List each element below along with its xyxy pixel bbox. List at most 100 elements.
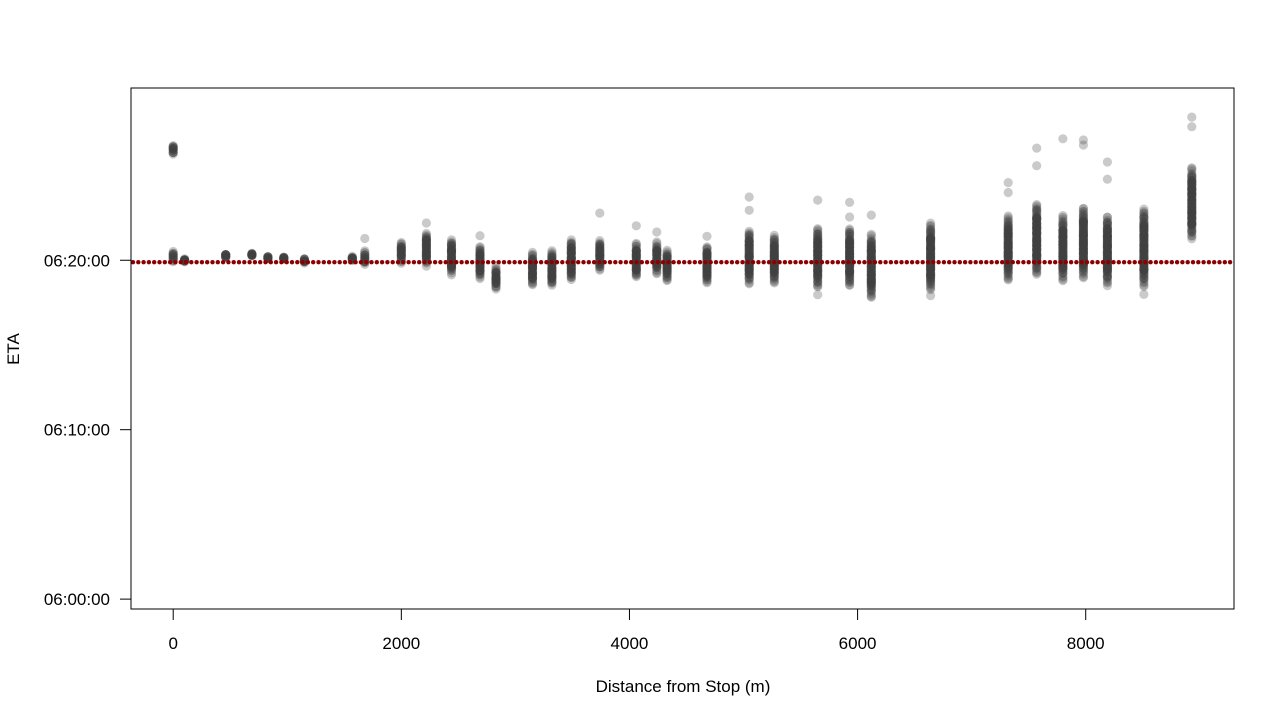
reference-line-dot bbox=[1143, 260, 1148, 265]
x-axis: 0 2000 4000 6000 8000 bbox=[168, 608, 1105, 653]
x-axis-title: Distance from Stop (m) bbox=[596, 677, 771, 696]
data-point bbox=[1032, 205, 1042, 215]
data-point bbox=[1139, 211, 1149, 221]
data-point bbox=[1139, 208, 1149, 219]
data-point bbox=[446, 268, 457, 278]
outlier-point bbox=[595, 208, 605, 218]
reference-line-dot bbox=[1068, 260, 1074, 265]
reference-line-dot bbox=[756, 260, 761, 265]
outlier-point bbox=[1187, 122, 1197, 132]
reference-line-dot bbox=[491, 260, 496, 265]
reference-line-dot bbox=[173, 260, 178, 265]
data-point bbox=[1102, 217, 1112, 228]
reference-line-dot bbox=[470, 260, 475, 265]
data-point bbox=[595, 262, 605, 272]
reference-line-dot bbox=[878, 260, 883, 265]
reference-line-dot bbox=[894, 260, 899, 265]
reference-line-dot bbox=[1026, 260, 1031, 265]
data-point bbox=[866, 291, 876, 302]
reference-line-dot bbox=[1074, 260, 1079, 265]
data-point bbox=[1058, 276, 1068, 286]
data-point bbox=[1078, 267, 1088, 278]
reference-line-dot bbox=[1169, 260, 1175, 265]
reference-line-dot bbox=[931, 260, 936, 265]
data-point bbox=[631, 265, 641, 275]
data-point bbox=[845, 280, 855, 290]
reference-line-dot bbox=[353, 260, 358, 265]
data-point bbox=[1139, 271, 1149, 281]
x-tick-label: 6000 bbox=[839, 634, 877, 653]
data-point bbox=[566, 268, 576, 278]
reference-line-dot bbox=[1201, 260, 1206, 265]
reference-line-dot bbox=[841, 260, 846, 265]
reference-line-dot bbox=[920, 260, 925, 265]
reference-line-dot bbox=[501, 260, 507, 265]
reference-line-dot bbox=[300, 260, 305, 265]
data-point bbox=[247, 251, 257, 261]
data-point bbox=[845, 272, 855, 282]
data-point bbox=[1003, 275, 1013, 285]
data-point bbox=[1032, 267, 1042, 277]
data-point bbox=[1032, 205, 1042, 215]
reference-line-dot bbox=[629, 260, 634, 265]
reference-line-dot bbox=[883, 260, 888, 265]
data-point bbox=[744, 269, 754, 279]
reference-line-dot bbox=[379, 260, 385, 265]
data-point bbox=[866, 281, 876, 291]
reference-line-dot bbox=[872, 260, 878, 265]
reference-line-dot bbox=[1164, 260, 1169, 265]
reference-line-dot bbox=[1227, 260, 1233, 265]
data-point bbox=[595, 264, 605, 274]
reference-line-dot bbox=[316, 260, 321, 265]
reference-line-dot bbox=[607, 260, 613, 265]
reference-line-dot bbox=[295, 260, 300, 265]
data-point bbox=[1003, 216, 1013, 226]
data-point bbox=[769, 273, 779, 283]
x-tick-label: 8000 bbox=[1067, 634, 1105, 653]
data-point bbox=[1058, 264, 1068, 274]
reference-line-dot bbox=[454, 260, 459, 265]
reference-line-dot bbox=[485, 260, 491, 265]
reference-line-dot bbox=[1217, 260, 1222, 265]
data-point bbox=[1187, 219, 1197, 230]
reference-line-dot bbox=[247, 260, 252, 265]
reference-line-dot bbox=[364, 260, 369, 265]
reference-line-dot bbox=[130, 260, 136, 265]
reference-line-dot bbox=[136, 260, 141, 265]
reference-line-dot bbox=[236, 260, 242, 265]
data-point bbox=[1003, 262, 1013, 272]
data-point bbox=[1058, 267, 1068, 277]
data-point bbox=[1139, 269, 1149, 279]
reference-line-dot bbox=[856, 260, 862, 265]
data-point bbox=[1032, 268, 1042, 278]
data-point bbox=[1032, 265, 1042, 275]
reference-line-dot bbox=[660, 260, 666, 265]
reference-line-dot bbox=[644, 260, 650, 265]
reference-line-dot bbox=[724, 260, 729, 265]
data-point bbox=[744, 229, 754, 239]
data-point bbox=[1139, 273, 1149, 283]
data-point bbox=[845, 225, 855, 235]
reference-line-dot bbox=[819, 260, 825, 265]
data-point bbox=[1102, 273, 1112, 283]
reference-line-dot bbox=[507, 260, 512, 265]
data-point bbox=[1058, 212, 1068, 222]
reference-line-dot bbox=[618, 260, 623, 265]
data-point bbox=[491, 284, 501, 294]
data-point bbox=[845, 275, 855, 285]
data-point bbox=[1139, 213, 1149, 223]
data-point bbox=[926, 218, 936, 228]
reference-line-dot bbox=[623, 260, 629, 265]
data-point bbox=[1187, 231, 1197, 241]
data-points bbox=[168, 112, 1197, 302]
data-point bbox=[926, 275, 936, 285]
data-point bbox=[813, 277, 823, 287]
data-point bbox=[1078, 207, 1088, 217]
data-point bbox=[1139, 278, 1149, 288]
data-point bbox=[926, 285, 936, 295]
reference-line-dot bbox=[740, 260, 745, 265]
reference-line-dot bbox=[390, 260, 395, 265]
data-point bbox=[769, 277, 779, 287]
reference-line-dot bbox=[560, 260, 565, 265]
